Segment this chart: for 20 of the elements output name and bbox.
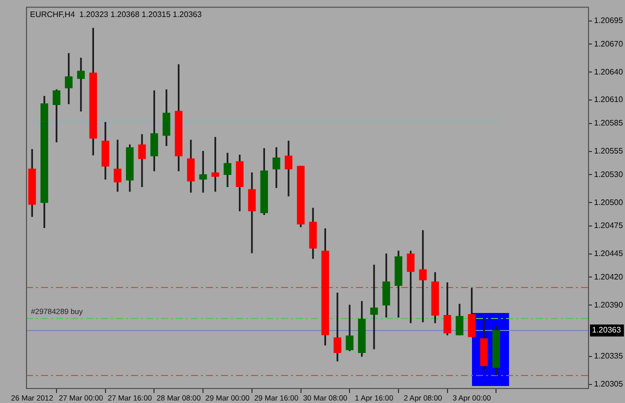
y-tick-label: 1.20530 [594, 170, 624, 179]
y-tick-label: 1.20670 [594, 39, 624, 48]
y-tick-label: 1.20390 [594, 300, 624, 310]
y-tick-label: 1.20695 [594, 16, 624, 25]
chart-title: EURCHF,H4 1.20323 1.20368 1.20315 1.20363 [30, 10, 202, 20]
y-tick-label: 1.20555 [594, 146, 624, 156]
candlestick [370, 264, 378, 350]
candlestick [284, 140, 292, 196]
ref-line-label: 1.20363 [592, 326, 622, 335]
y-tick-label: 1.20500 [594, 198, 624, 207]
y-tick-label: 1.20610 [594, 95, 624, 104]
y-tick-label: 1.20305 [594, 380, 624, 389]
candlestick [334, 292, 342, 362]
y-tick-label: 1.20475 [594, 221, 624, 230]
y-tick-label: 1.20445 [594, 249, 624, 258]
y-tick-label: 1.20640 [594, 67, 624, 76]
y-tick-label: 1.20335 [594, 352, 624, 361]
candlestick [77, 58, 85, 112]
y-tick-label: 1.20420 [594, 272, 624, 282]
y-tick-label: 1.20585 [594, 118, 624, 128]
